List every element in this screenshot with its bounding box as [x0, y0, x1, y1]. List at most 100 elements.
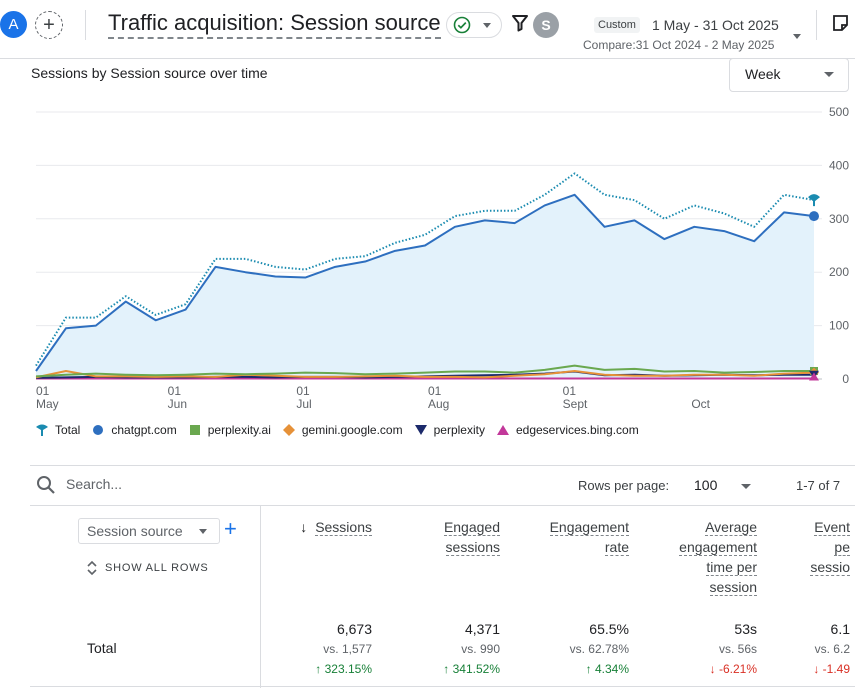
divider: [30, 686, 855, 687]
legend-label: chatgpt.com: [111, 423, 177, 437]
edit-report-icon[interactable]: [832, 14, 850, 34]
custom-date-chip: Custom: [594, 17, 640, 33]
add-dimension-button[interactable]: +: [224, 516, 237, 541]
legend-label: perplexity.ai: [207, 423, 271, 437]
total-value: 53s: [734, 621, 757, 637]
total-end-marker: [808, 194, 820, 207]
legend-label: Total: [55, 423, 81, 437]
chevron-down-icon: [824, 72, 834, 77]
comparison-value: vs. 6.2: [814, 642, 850, 656]
column-header-4[interactable]: Event pe sessio: [725, 517, 850, 577]
legend-marker-pin-icon: [36, 424, 48, 436]
plus-icon: +: [43, 14, 55, 36]
legend-marker-square-icon: [189, 425, 200, 435]
column-header-3[interactable]: Average engagement time per session: [632, 517, 757, 597]
column-header-label: Sessions: [315, 519, 372, 536]
filter-icon[interactable]: [511, 14, 529, 32]
legend-item[interactable]: edgeservices.bing.com: [496, 423, 639, 437]
page-title[interactable]: Traffic acquisition: Session source: [108, 9, 441, 39]
chevron-down-icon[interactable]: [793, 34, 801, 39]
divider: [30, 465, 855, 466]
show-all-rows-label: SHOW ALL ROWS: [105, 562, 209, 574]
sort-arrow-down-icon: ↓: [300, 519, 308, 535]
legend-item[interactable]: perplexity.ai: [188, 423, 271, 437]
legend-marker-triangle-up-icon: [496, 425, 509, 435]
total-value: 6.1: [830, 621, 850, 637]
x-tick-month: Aug: [428, 397, 449, 411]
x-tick-month: May: [36, 397, 59, 411]
add-comparison-button[interactable]: +: [35, 11, 63, 39]
chevron-down-icon: [199, 529, 207, 534]
chart-legend: Total chatgpt.com perplexity.ai gemini.goog…: [35, 423, 650, 437]
legend-item[interactable]: chatgpt.com: [91, 423, 177, 437]
x-tick-month: Jun: [168, 397, 187, 411]
legend-label: gemini.google.com: [301, 423, 403, 437]
legend-item[interactable]: gemini.google.com: [282, 423, 403, 437]
comparison-value: vs. 1,577: [323, 642, 372, 656]
column-header-label: Average: [705, 519, 757, 536]
comparison-value: vs. 990: [461, 642, 500, 656]
legend-item[interactable]: perplexity: [414, 423, 485, 437]
chevron-down-icon: [483, 23, 491, 28]
chart-title: Sessions by Session source over time: [31, 65, 268, 81]
granularity-select[interactable]: Week: [729, 58, 849, 92]
total-row-label: Total: [87, 640, 117, 656]
column-header-label: time per: [706, 559, 757, 576]
column-header-label: rate: [604, 539, 629, 556]
account-avatar[interactable]: A: [0, 11, 27, 38]
change-percent: ↑ 4.34%: [585, 662, 629, 676]
x-tick-day: 01: [168, 384, 182, 398]
chevron-down-icon[interactable]: [741, 484, 751, 489]
legend-label: edgeservices.bing.com: [515, 423, 639, 437]
y-tick-label: 200: [829, 265, 849, 279]
y-tick-label: 100: [829, 319, 849, 333]
series-line-2: [35, 364, 814, 378]
x-tick-day: 01: [563, 384, 577, 398]
column-header-label: engagement: [679, 539, 757, 556]
total-value: 65.5%: [589, 621, 629, 637]
x-tick-day: 01: [428, 384, 442, 398]
pagination-info: 1-7 of 7: [796, 478, 841, 493]
column-header-0[interactable]: ↓ Sessions: [247, 517, 372, 537]
column-header-label: Engaged: [443, 519, 500, 536]
legend-marker-circle-icon: [93, 425, 104, 435]
search-icon: [37, 476, 55, 494]
check-circle-icon: [453, 16, 471, 34]
column-header-label: Engagement: [549, 519, 629, 536]
legend-marker-diamond-icon: [282, 424, 295, 436]
date-range[interactable]: 1 May - 31 Oct 2025: [652, 17, 779, 33]
header-divider: [816, 10, 817, 40]
y-tick-label: 300: [829, 212, 849, 226]
rows-per-page-select[interactable]: 100: [694, 477, 718, 493]
total-value: 4,371: [464, 621, 500, 637]
x-tick-month: Jul: [296, 397, 311, 411]
x-tick-month: Oct: [691, 397, 710, 411]
x-tick-day: 01: [296, 384, 310, 398]
legend-item[interactable]: Total: [35, 423, 80, 437]
report-status-dropdown[interactable]: [446, 12, 502, 38]
legend-label: perplexity: [433, 423, 485, 437]
series-line-3: [35, 369, 815, 379]
column-header-1[interactable]: Engaged sessions: [375, 517, 500, 557]
chatgpt-end-marker: [809, 211, 819, 222]
bing-end-marker: [809, 372, 819, 381]
show-all-rows-button[interactable]: SHOW ALL ROWS: [86, 560, 209, 576]
column-header-2[interactable]: Engagement rate: [504, 517, 629, 557]
chatgpt-area-fill: [36, 194, 814, 379]
series-line-1: [35, 193, 815, 372]
column-header-label: sessio: [810, 559, 850, 576]
dimension-select[interactable]: Session source: [78, 518, 220, 544]
segment-avatar[interactable]: S: [533, 12, 559, 38]
header-border: [0, 58, 855, 59]
search-input[interactable]: [66, 476, 266, 492]
column-divider: [260, 506, 261, 688]
column-header-label: Event: [814, 519, 850, 536]
comparison-value: vs. 56s: [718, 642, 757, 656]
unfold-icon: [87, 560, 97, 576]
x-tick-day: 01: [36, 384, 50, 398]
change-percent: ↑ 341.52%: [443, 662, 500, 676]
change-percent: ↑ 323.15%: [315, 662, 372, 676]
column-header-label: pe: [834, 539, 850, 556]
y-tick-label: 400: [829, 158, 849, 172]
compare-date-range[interactable]: Compare:31 Oct 2024 - 2 May 2025: [583, 38, 775, 52]
